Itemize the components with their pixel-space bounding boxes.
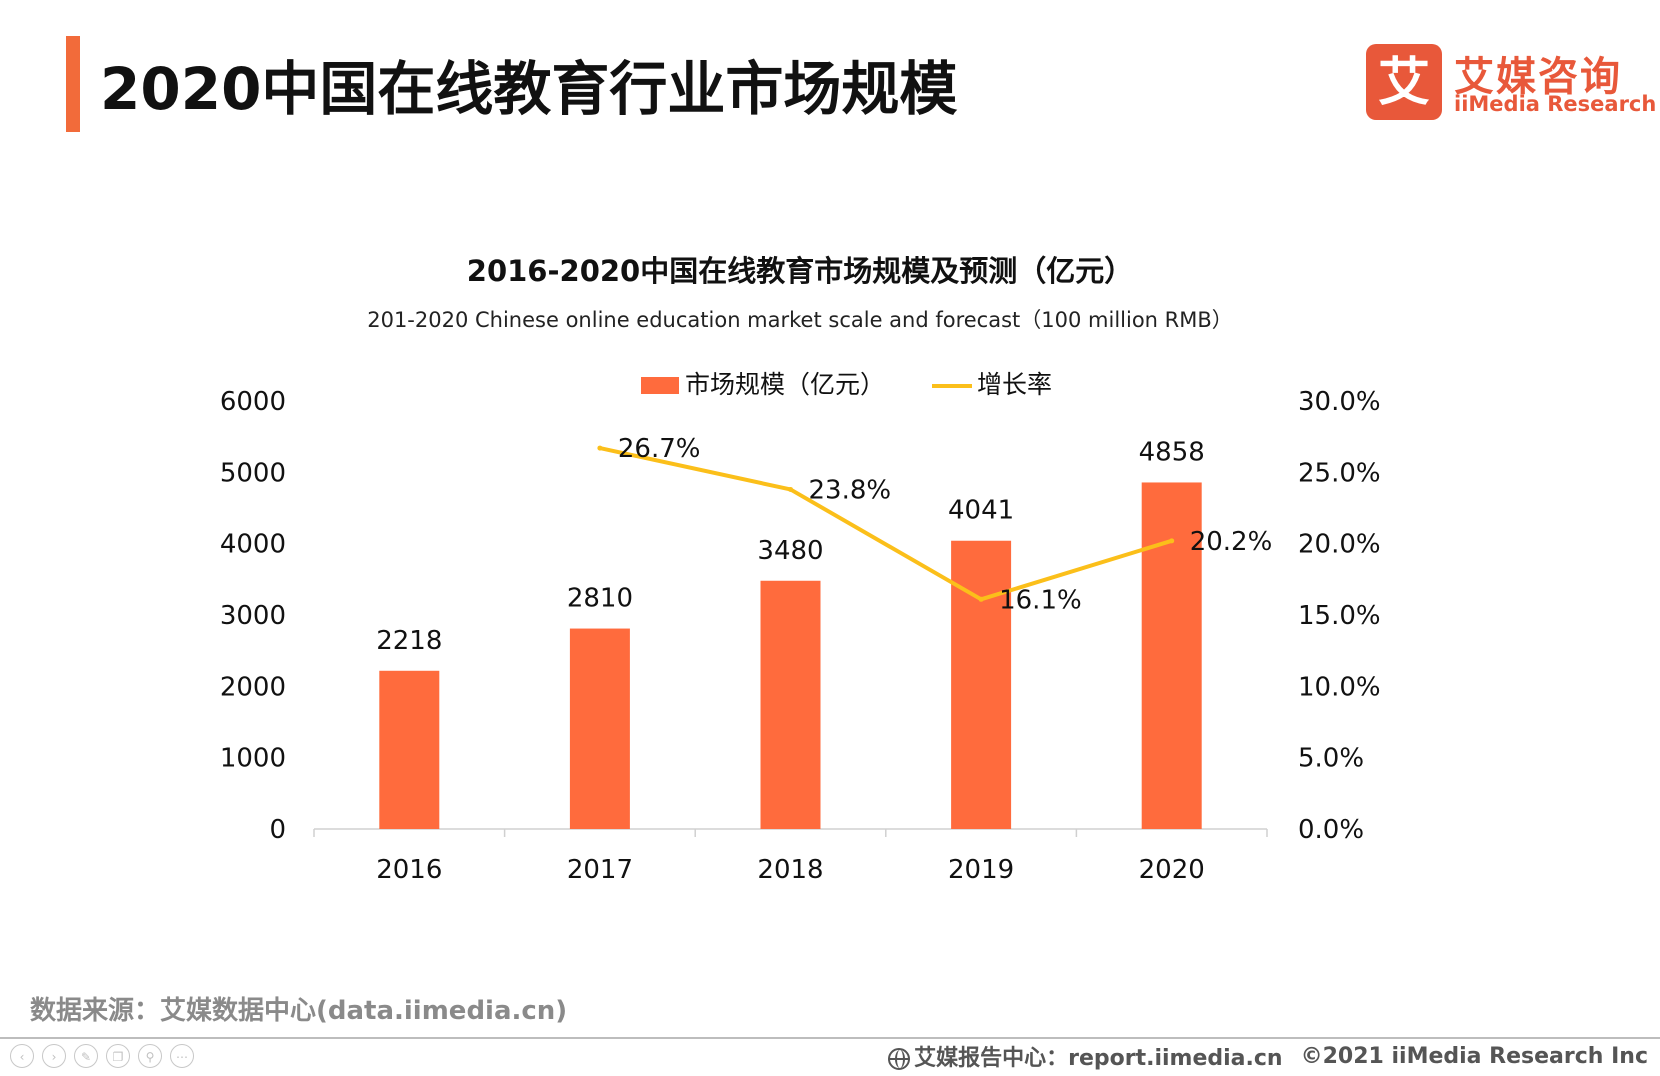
growth-value-label: 20.2% [1190,527,1273,557]
y-right-tick-label: 20.0% [1298,530,1381,560]
y-left-tick-label: 0 [269,815,286,845]
footer-divider [0,1037,1660,1039]
bar-value-label: 3480 [757,536,823,566]
bar [760,580,821,829]
growth-line [599,446,1173,602]
market-scale-chart: 2016-2020中国在线教育市场规模及预测（亿元） 201-2020 Chin… [220,254,1381,885]
footer-right: 艾媒报告中心：report.iimedia.cn ©2021 iiMedia R… [888,1040,1648,1072]
legend-bar-swatch [641,377,679,394]
y-left-tick-label: 6000 [220,387,286,417]
pen-icon[interactable]: ✎ [74,1044,98,1068]
bar [569,628,630,829]
bar-value-label: 4041 [948,496,1014,526]
logo-mark-icon: 艾 [1366,44,1442,120]
x-tick-label: 2017 [567,855,633,885]
y-left-tick-label: 2000 [220,672,286,702]
report-center-text: 艾媒报告中心：report.iimedia.cn [914,1046,1283,1071]
x-tick-label: 2016 [376,855,442,885]
y-right-tick-label: 10.0% [1298,672,1381,702]
logo-en-text: iiMedia Research [1454,92,1657,116]
y-left-tick-label: 5000 [220,458,286,488]
data-labels: 2218 2810 3480 4041 4858 26.7% 23.8% 16.1% 20.2% [376,434,1272,656]
x-tick-label: 2018 [757,855,823,885]
growth-value-label: 23.8% [809,475,892,505]
x-tick-label: 2019 [948,855,1014,885]
chart-legend: 市场规模（亿元） 增长率 [641,370,1052,399]
growth-value-label: 16.1% [999,585,1082,615]
chart-axes: 2016 2017 2018 2019 2020 0 1000 2000 3000 4000 500… [220,387,1381,885]
y-right-tick-label: 5.0% [1298,744,1364,774]
growth-point [788,486,793,492]
logo-mark-char: 艾 [1378,53,1430,113]
report-center: 艾媒报告中心：report.iimedia.cn [888,1040,1283,1072]
logo-cn-text: 艾媒咨询 [1454,54,1622,100]
legend-line-label: 增长率 [977,370,1052,399]
slide-nav-icons: ‹ › ✎ ❐ ⚲ ⋯ [10,1044,194,1068]
title-accent-bar [66,36,80,132]
prev-icon[interactable]: ‹ [10,1044,34,1068]
bar-value-label: 2810 [567,584,633,614]
brand-logo: 艾 艾媒咨询 iiMedia Research [1366,42,1656,122]
data-source: 数据来源：艾媒数据中心(data.iimedia.cn) [30,996,568,1026]
next-icon[interactable]: › [42,1044,66,1068]
copyright: ©2021 iiMedia Research Inc [1300,1043,1648,1069]
chart-subtitle: 201-2020 Chinese online education market… [367,308,1233,332]
page-title: 2020中国在线教育行业市场规模 [100,55,958,123]
copy-icon[interactable]: ❐ [106,1044,130,1068]
bar-series [379,482,1202,829]
bar-value-label: 2218 [376,626,442,656]
globe-icon [888,1048,911,1070]
y-left-tick-label: 3000 [220,601,286,631]
more-icon[interactable]: ⋯ [170,1044,194,1068]
growth-point [597,445,603,451]
y-left-tick-label: 1000 [220,744,286,774]
y-right-tick-label: 0.0% [1298,815,1364,845]
legend-bar-label: 市场规模（亿元） [685,370,885,399]
y-left-tick-label: 4000 [220,530,286,560]
bar [379,670,440,829]
y-right-tick-label: 15.0% [1298,601,1381,631]
growth-line-series [597,445,1175,602]
y-right-tick-label: 30.0% [1298,387,1381,417]
growth-point [978,596,984,602]
zoom-icon[interactable]: ⚲ [138,1044,162,1068]
growth-value-label: 26.7% [618,434,701,464]
bar [951,540,1012,829]
x-tick-label: 2020 [1139,855,1205,885]
bar-value-label: 4858 [1139,437,1205,467]
y-right-tick-label: 25.0% [1298,458,1381,488]
chart-title: 2016-2020中国在线教育市场规模及预测（亿元） [467,254,1133,288]
growth-point [1169,538,1175,544]
